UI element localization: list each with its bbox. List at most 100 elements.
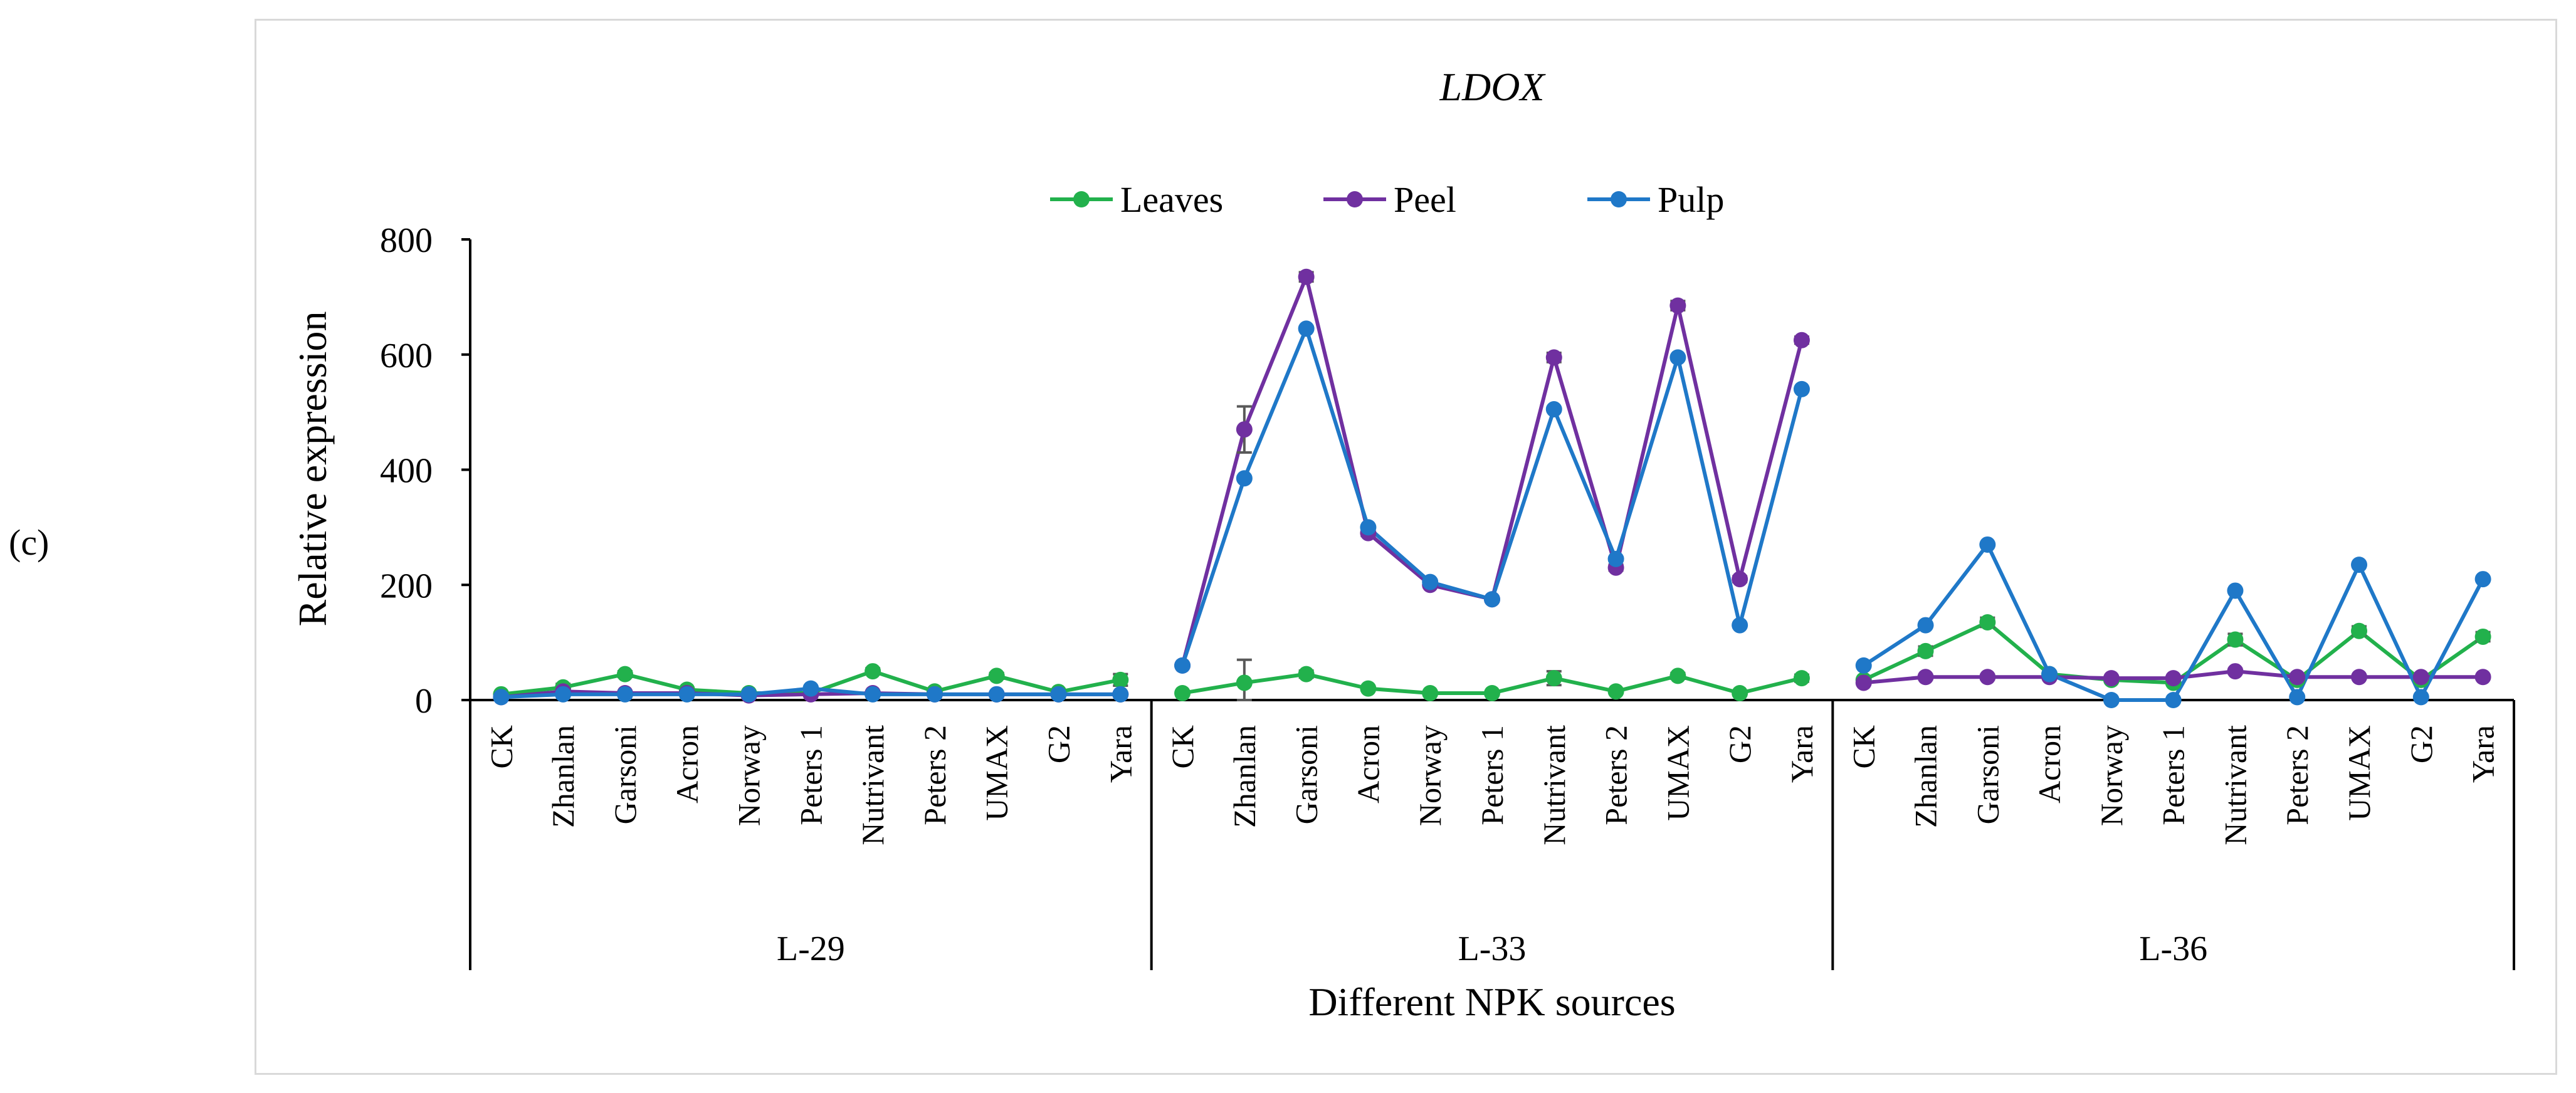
leaves-point [2474,628,2491,645]
pulp-point [1236,470,1253,487]
pulp-point [1669,349,1686,366]
peel-point [2474,669,2491,686]
chart-frame [255,19,2557,1075]
pulp-point [493,689,510,706]
x-tick-label: UMAX [2342,725,2377,821]
x-tick-label: Yara [2466,725,2501,783]
leaves-point [2227,631,2244,648]
axes-layer: 0 200 400 600 800 CK Zhanlan Garsoni Acron Norway… [380,221,2515,970]
x-axis-label: Different NPK sources [1308,980,1675,1024]
pulp-point [1360,519,1377,536]
leaves-point [1917,642,1934,659]
x-tick-label: CK [483,725,518,768]
x-tick-label: Nutrivant [855,725,890,845]
x-tick-label: Peters 1 [2156,725,2191,825]
x-tick-label: Acron [670,725,705,803]
x-tick-label: Acron [2032,725,2067,803]
x-tick-label: Garsoni [1289,725,1324,824]
pulp-point [616,686,633,703]
x-tick-label: Zhanlan [545,725,581,828]
peel-point [1979,669,1996,686]
x-tick-label: CK [1165,725,1200,768]
pulp-point [865,686,881,703]
pulp-point [2289,689,2306,706]
pulp-point [1545,401,1562,418]
peel-point [2289,669,2306,686]
leaves-point [1979,614,1996,630]
pulp-line [1180,327,1804,666]
leaves-point [1174,684,1191,701]
leaves-point [1793,670,1810,687]
pulp-point [1732,617,1748,634]
peel-point [2412,669,2429,686]
leaves-point [1607,683,1624,700]
legend-pulp-label: Pulp [1658,179,1724,220]
y-tick-label: 600 [380,337,433,375]
leaves-point [1732,684,1748,701]
pulp-point [2412,689,2429,706]
group-label: L-33 [1458,929,1527,968]
x-tick-label: G2 [1041,725,1076,763]
x-tick-label: Garsoni [1970,725,2005,824]
peel-point [1545,349,1562,366]
leaves-point [2351,622,2368,639]
legend: Leaves Peel Pulp [1050,179,1724,220]
peel-point [1855,674,1872,691]
pulp-point [1917,617,1934,634]
leaves-point [1298,666,1315,682]
leaves-point [1669,667,1686,684]
peel-point [1732,571,1748,588]
peel-point [2165,670,2182,687]
y-tick-label: 0 [415,682,433,721]
pulp-point [1112,686,1129,703]
y-axis-label: Relative expression [290,311,335,627]
chart-title: LDOX [1439,65,1546,109]
pulp-point [802,680,819,697]
x-tick-label: Peters 2 [2279,725,2315,825]
pulp-point [1979,536,1996,553]
x-tick-label: Zhanlan [1227,725,1262,828]
pulp-point [2165,692,2182,708]
pulp-point [1855,657,1872,674]
pulp-point [2351,557,2368,573]
pulp-point [1174,657,1191,674]
x-tick-label: UMAX [979,725,1014,821]
x-tick-label: Norway [732,725,767,826]
peel-point [1298,268,1315,285]
legend-peel-label: Peel [1394,179,1456,220]
leaves-point [988,667,1005,684]
legend-peel-marker [1347,191,1363,207]
x-tick-label: G2 [2404,725,2439,763]
pulp-point [988,686,1005,703]
legend-leaves-marker [1073,191,1090,207]
pulp-point [2227,582,2244,599]
x-tick-label: Yara [1784,725,1819,783]
x-tick-label: Acron [1350,725,1385,803]
legend-pulp-marker [1611,191,1627,207]
x-tick-label: CK [1846,725,1881,768]
pulp-point [1050,686,1067,703]
x-tick-label: Peters 2 [1599,725,1634,825]
pulp-point [678,686,695,703]
peel-point [2103,670,2120,687]
peel-point [1917,669,1934,686]
peel-point [1793,332,1810,348]
group-label: L-29 [777,929,845,968]
x-tick-label: Norway [1412,725,1448,826]
x-tick-label: Peters 1 [1475,725,1510,825]
leaves-point [1484,684,1500,701]
x-tick-label: UMAX [1660,725,1695,821]
x-tick-label: Peters 1 [793,725,828,825]
pulp-point [1422,573,1439,590]
peel-point [1236,421,1253,438]
series-layer [493,268,2491,708]
pulp-point [2041,666,2058,682]
peel-point [2227,663,2244,680]
legend-leaves-label: Leaves [1120,179,1223,220]
leaves-point [865,663,881,680]
pulp-point [1607,550,1624,567]
leaves-point [1236,674,1253,691]
leaves-point [1422,684,1439,701]
leaves-point [1545,670,1562,687]
